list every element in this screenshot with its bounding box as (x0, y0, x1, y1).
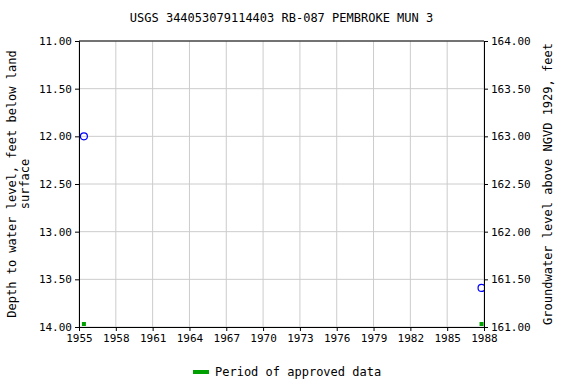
x-axis-tick-label: 1982 (398, 332, 425, 345)
y-axis-tick: 14.00 (39, 321, 79, 334)
y2-axis-tick: 164.00 (484, 35, 531, 48)
y2-axis-tick-mark (484, 184, 488, 185)
y2-axis-title: Groundwater level above NGVD 1929, feet (541, 43, 555, 325)
y-axis-tick-mark (75, 41, 79, 42)
x-axis-tick: 1970 (250, 327, 277, 345)
y-axis-tick-mark (75, 279, 79, 280)
x-axis-tick: 1964 (177, 327, 204, 345)
x-axis-tick-label: 1967 (214, 332, 241, 345)
x-axis-tick-label: 1979 (361, 332, 388, 345)
y-axis-tick: 13.00 (39, 226, 79, 239)
x-axis-tick-mark (226, 327, 227, 331)
y2-axis-tick: 161.00 (484, 321, 531, 334)
y-axis-tick-mark (75, 232, 79, 233)
y2-axis-tick-label: 162.50 (491, 178, 531, 191)
y-axis-tick-mark (75, 89, 79, 90)
x-axis-tick: 1979 (361, 327, 388, 345)
y-axis-title: Depth to water level, feet below landsur… (5, 50, 32, 317)
y-axis-title-line: surface (18, 159, 32, 210)
y2-axis-tick-mark (484, 327, 488, 328)
y-grid-line (79, 279, 484, 280)
y-axis-tick-label: 14.00 (39, 321, 72, 334)
y-axis-tick-label: 11.50 (39, 83, 72, 96)
y-grid-line (79, 41, 484, 42)
y-grid-line (79, 88, 484, 89)
approved-period-mark (82, 322, 86, 326)
data-point (478, 284, 484, 291)
x-axis-tick-mark (337, 327, 338, 331)
y-axis-tick: 12.50 (39, 178, 79, 191)
y-axis-tick-mark (75, 136, 79, 137)
x-axis-tick-mark (300, 327, 301, 331)
y2-axis-tick-label: 161.00 (491, 321, 531, 334)
y2-axis-tick-mark (484, 136, 488, 137)
y-axis-title-line: Depth to water level, feet below land (5, 50, 19, 317)
x-axis-tick-mark (116, 327, 117, 331)
x-axis-tick-mark (263, 327, 264, 331)
y-axis-tick-label: 13.50 (39, 273, 72, 286)
y-grid-line (79, 231, 484, 232)
y-grid-line (79, 136, 484, 137)
x-axis-tick-mark (447, 327, 448, 331)
chart: USGS 344053079114403 RB-087 PEMBROKE MUN… (0, 0, 576, 384)
x-axis-tick: 1967 (214, 327, 241, 345)
y-axis-tick: 11.50 (39, 83, 79, 96)
x-axis-tick-mark (410, 327, 411, 331)
y2-axis-tick-mark (484, 279, 488, 280)
y2-axis-tick: 162.50 (484, 178, 531, 191)
y-axis-tick: 11.00 (39, 35, 79, 48)
y-axis-tick-mark (75, 327, 79, 328)
x-axis-tick-label: 1958 (103, 332, 129, 345)
y-grid-line (79, 184, 484, 185)
x-axis-tick-label: 1985 (434, 332, 461, 345)
y2-axis-tick-mark (484, 41, 488, 42)
y2-axis-tick: 163.50 (484, 83, 531, 96)
y-axis-tick-label: 13.00 (39, 226, 72, 239)
marks (80, 133, 484, 326)
y2-axis-tick-label: 163.50 (491, 83, 531, 96)
x-axis-tick: 1958 (103, 327, 129, 345)
x-axis-tick: 1985 (434, 327, 461, 345)
y2-axis-tick: 162.00 (484, 226, 531, 239)
y2-axis-tick: 161.50 (484, 273, 531, 286)
y-axis-line (75, 42, 80, 328)
y2-axis-line (485, 42, 489, 328)
legend: Period of approved data (193, 365, 381, 379)
legend-swatch (193, 370, 209, 374)
y-axis-tick-label: 12.50 (39, 178, 72, 191)
legend-label: Period of approved data (215, 365, 381, 379)
x-axis-tick-label: 1961 (140, 332, 167, 345)
x-axis-tick-label: 1964 (177, 332, 204, 345)
approved-period-mark (480, 322, 484, 326)
x-axis-tick-label: 1976 (324, 332, 351, 345)
x-axis-tick: 1961 (140, 327, 167, 345)
y-axis-tick: 13.50 (39, 273, 79, 286)
y2-axis-tick: 163.00 (484, 130, 531, 143)
y2-axis-tick-mark (484, 232, 488, 233)
x-axis-tick-mark (189, 327, 190, 331)
x-axis-tick: 1973 (287, 327, 314, 345)
title: USGS 344053079114403 RB-087 PEMBROKE MUN… (130, 11, 433, 25)
x-axis-tick-mark (374, 327, 375, 331)
y2-axis-tick-mark (484, 89, 488, 90)
y2-axis-tick-label: 161.50 (491, 273, 531, 286)
y-axis-tick: 12.00 (39, 130, 79, 143)
y-axis-tick-label: 11.00 (39, 35, 72, 48)
y2-axis-tick-label: 162.00 (491, 226, 531, 239)
x-axis-line (80, 328, 485, 332)
frame (79, 41, 484, 42)
x-axis-tick-label: 1973 (287, 332, 314, 345)
y-axis-tick-mark (75, 184, 79, 185)
x-axis-tick: 1982 (398, 327, 425, 345)
data-point (80, 133, 87, 140)
x-axis-tick: 1976 (324, 327, 351, 345)
y2-axis-tick-label: 164.00 (491, 35, 531, 48)
y-axis-tick-label: 12.00 (39, 130, 72, 143)
x-axis-tick-mark (153, 327, 154, 331)
grid (79, 41, 484, 327)
y2-axis-tick-label: 163.00 (491, 130, 531, 143)
x-axis-tick-label: 1970 (250, 332, 277, 345)
